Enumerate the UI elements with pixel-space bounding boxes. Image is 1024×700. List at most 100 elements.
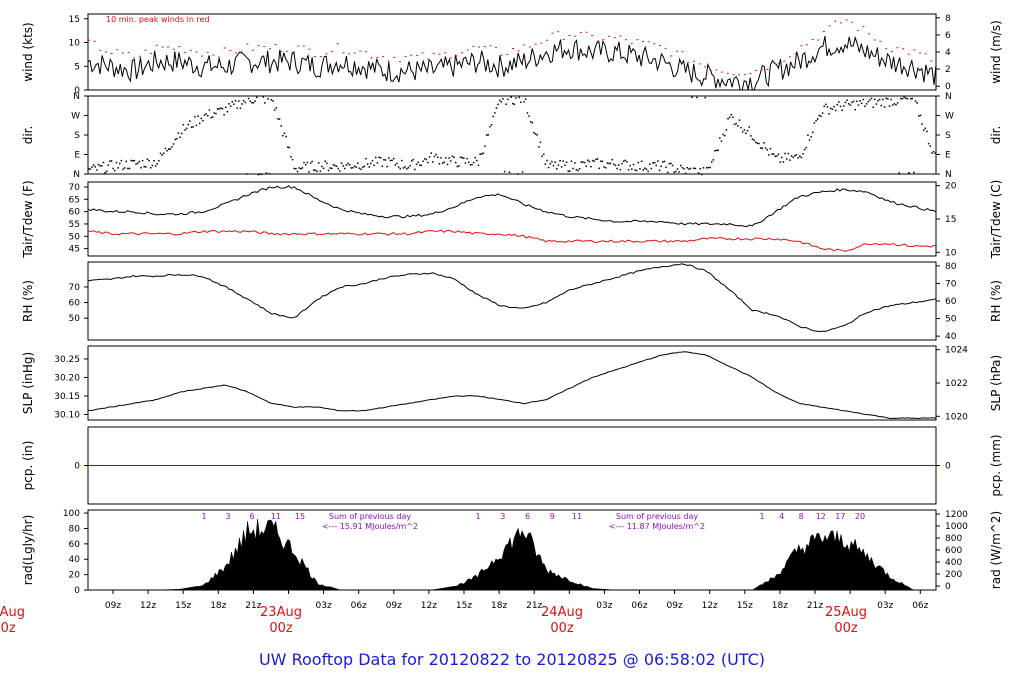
peak-wind-mark — [331, 51, 334, 53]
direction-point — [255, 96, 258, 99]
direction-point — [859, 100, 861, 102]
direction-point — [375, 156, 377, 159]
peak-wind-mark — [161, 46, 164, 48]
direction-point — [397, 166, 400, 168]
direction-point — [348, 164, 351, 166]
direction-point — [918, 115, 920, 117]
direction-point — [154, 165, 157, 167]
direction-point — [547, 166, 550, 169]
peak-wind-mark — [438, 53, 441, 55]
direction-point — [471, 163, 473, 166]
direction-point — [461, 156, 463, 159]
direction-point — [728, 116, 731, 119]
direction-point — [542, 153, 545, 156]
peak-wind-mark — [308, 48, 311, 50]
peak-wind-mark — [896, 47, 899, 49]
direction-point — [337, 167, 340, 170]
direction-point — [740, 126, 742, 129]
direction-point — [851, 101, 853, 104]
direction-point — [353, 165, 356, 167]
peak-wind-mark — [376, 57, 379, 59]
peak-wind-mark — [184, 52, 187, 54]
direction-point — [533, 132, 535, 134]
peak-wind-mark — [432, 52, 435, 54]
peak-wind-mark — [839, 22, 842, 24]
peak-wind-mark — [653, 43, 656, 45]
direction-point — [342, 165, 344, 167]
direction-point — [913, 171, 915, 174]
direction-point — [874, 98, 876, 101]
peak-wind-mark — [568, 34, 571, 36]
direction-point — [373, 164, 375, 167]
direction-point — [487, 134, 490, 136]
x-date-label: 25Aug — [825, 605, 867, 620]
y-tick-label-right: N — [945, 92, 952, 102]
direction-point — [556, 168, 558, 170]
direction-point — [882, 98, 884, 101]
direction-point — [163, 152, 165, 155]
direction-point — [251, 101, 253, 104]
direction-point — [839, 105, 842, 108]
direction-point — [880, 104, 883, 107]
direction-point — [890, 98, 892, 101]
x-date-label: 23Aug — [260, 605, 302, 620]
direction-point — [176, 137, 178, 140]
panel-frame — [87, 13, 937, 91]
direction-point — [324, 160, 326, 162]
direction-point — [352, 166, 354, 169]
direction-point — [456, 165, 459, 168]
direction-point — [135, 163, 137, 165]
y-tick-label-right: S — [945, 131, 951, 141]
direction-point — [215, 112, 217, 115]
x-tick-label: 06z — [631, 601, 647, 611]
direction-point — [570, 160, 573, 162]
direction-point — [789, 159, 791, 161]
direction-point — [678, 171, 680, 173]
peak-wind-mark — [274, 44, 277, 46]
direction-point — [239, 107, 242, 109]
direction-point — [189, 120, 191, 122]
peak-wind-mark — [325, 53, 328, 55]
direction-point — [406, 168, 408, 170]
peak-wind-mark — [721, 71, 724, 73]
y-tick-label: 0 — [74, 462, 80, 472]
direction-point — [172, 143, 175, 145]
direction-point — [510, 96, 512, 98]
y-axis-title-right: wind (m/s) — [989, 20, 1003, 84]
direction-point — [371, 159, 374, 162]
direction-point — [249, 100, 251, 102]
direction-point — [696, 96, 698, 99]
direction-point — [756, 142, 759, 144]
direction-point — [802, 153, 804, 155]
direction-point — [766, 149, 768, 151]
direction-point — [931, 152, 933, 154]
solar-hour-label: 4 — [779, 512, 784, 521]
direction-point — [624, 159, 627, 162]
peak-wind-mark — [365, 51, 368, 53]
peak-wind-mark — [777, 63, 780, 65]
peak-wind-mark — [828, 25, 831, 27]
peak-wind-mark — [280, 51, 283, 53]
y-tick-label: S — [74, 131, 80, 141]
solar-hour-label: 8 — [799, 512, 804, 521]
direction-point — [640, 160, 643, 163]
peak-wind-mark — [201, 55, 204, 57]
direction-point — [332, 164, 335, 166]
direction-point — [704, 96, 706, 99]
direction-point — [847, 103, 850, 105]
x-tick-label: 03z — [877, 601, 893, 611]
direction-point — [254, 100, 256, 102]
peak-wind-mark — [110, 52, 113, 54]
direction-point — [619, 168, 622, 171]
solar-hour-label: 12 — [816, 512, 826, 521]
peak-wind-mark — [642, 40, 645, 42]
y-tick-label-right: N — [945, 170, 952, 180]
direction-point — [921, 123, 923, 125]
direction-point — [140, 166, 142, 169]
y-tick-label: 30.15 — [54, 392, 80, 402]
x-axis: 09z 12z 15z 18z 21z 03z 06z 09z 12z 15z 18z 21z 03z 0… — [0, 590, 929, 636]
direction-point — [97, 163, 100, 166]
direction-point — [300, 167, 302, 170]
direction-point — [296, 170, 299, 173]
direction-point — [604, 166, 607, 169]
